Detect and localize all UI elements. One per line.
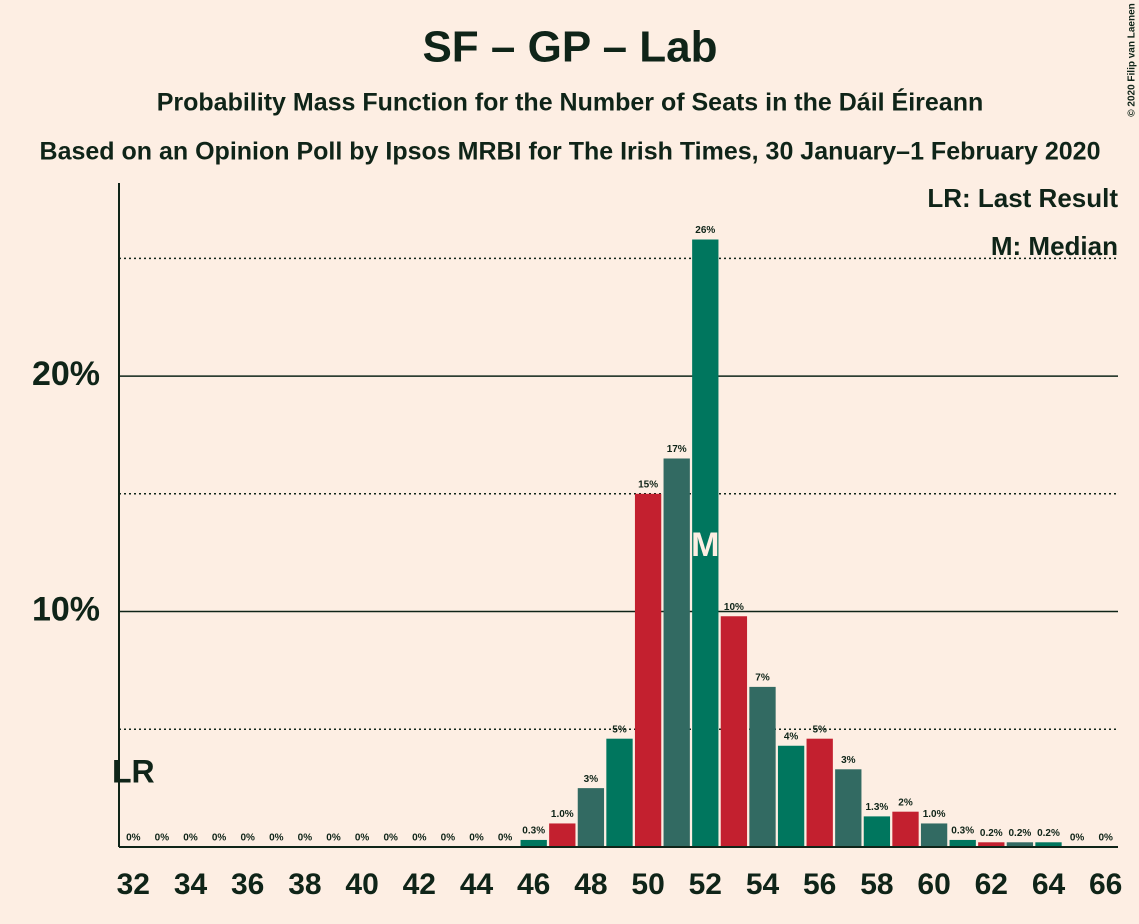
data-label: 0% <box>269 833 284 844</box>
data-label: 5% <box>612 724 627 735</box>
data-label: 0% <box>498 833 513 844</box>
x-tick-label: 58 <box>860 868 893 901</box>
data-label: 0.2% <box>1009 828 1032 839</box>
data-label: 0% <box>326 833 341 844</box>
data-label: 0% <box>183 833 198 844</box>
legend-entry: LR: Last Result <box>927 183 1118 213</box>
bar <box>1006 842 1034 847</box>
bar <box>520 839 547 847</box>
x-tick-label: 36 <box>231 868 264 901</box>
chart-subtitle: Probability Mass Function for the Number… <box>157 88 984 117</box>
bar <box>663 458 690 847</box>
data-label: 1.0% <box>923 809 946 820</box>
x-tick-label: 66 <box>1089 868 1122 901</box>
legend-entry: M: Median <box>991 231 1118 261</box>
bar <box>549 823 576 847</box>
chart-title: SF – GP – Lab <box>422 23 717 72</box>
x-tick-label: 40 <box>345 868 378 901</box>
data-label: 5% <box>812 724 827 735</box>
x-tick-label: 32 <box>117 868 150 901</box>
data-label: 0.2% <box>1037 828 1060 839</box>
data-label: 0% <box>469 833 484 844</box>
data-label: 0% <box>1098 833 1113 844</box>
data-label: 2% <box>898 797 913 808</box>
x-tick-label: 42 <box>403 868 436 901</box>
chart-subtitle: Based on an Opinion Poll by Ipsos MRBI f… <box>40 138 1101 166</box>
x-tick-label: 44 <box>460 868 494 901</box>
data-label: 26% <box>695 225 715 236</box>
data-label: 0% <box>1070 833 1085 844</box>
data-label: 0.2% <box>980 828 1003 839</box>
data-label: 15% <box>638 479 658 490</box>
x-tick-label: 62 <box>975 868 1008 901</box>
x-tick-label: 38 <box>288 868 321 901</box>
bar <box>978 842 1005 847</box>
bar <box>577 788 605 847</box>
data-label: 0% <box>240 833 255 844</box>
data-label: 0% <box>212 833 227 844</box>
data-label: 0% <box>298 833 313 844</box>
bar <box>749 686 776 847</box>
x-tick-label: 56 <box>803 868 836 901</box>
data-label: 10% <box>724 602 744 613</box>
x-tick-label: 34 <box>174 868 208 901</box>
data-label: 0% <box>441 833 456 844</box>
data-label: 3% <box>584 774 599 785</box>
data-label: 0% <box>383 833 398 844</box>
credit: © 2020 Filip van Laenen <box>1127 3 1138 117</box>
data-label: 0.3% <box>951 826 974 837</box>
data-label: 0% <box>126 833 141 844</box>
bar <box>606 738 633 847</box>
bar <box>777 745 805 847</box>
data-label: 4% <box>784 731 799 742</box>
y-tick-label: 20% <box>32 355 100 393</box>
data-label: 0% <box>155 833 170 844</box>
data-label: 17% <box>667 444 687 455</box>
data-label: 1.3% <box>866 802 889 813</box>
data-label: 0% <box>355 833 370 844</box>
x-tick-label: 64 <box>1032 868 1066 901</box>
y-tick-label: 10% <box>32 591 100 629</box>
bar <box>892 811 919 847</box>
data-label: 7% <box>755 673 770 684</box>
x-tick-label: 52 <box>689 868 722 901</box>
bar <box>920 823 948 847</box>
bar <box>806 738 833 847</box>
data-label: 0.3% <box>522 826 545 837</box>
bar <box>863 816 891 847</box>
data-label: 3% <box>841 755 856 766</box>
bar <box>835 769 862 847</box>
median-marker: M <box>691 526 719 564</box>
bar <box>720 616 748 847</box>
x-tick-label: 48 <box>574 868 607 901</box>
bar <box>949 839 976 847</box>
x-tick-label: 50 <box>631 868 664 901</box>
data-label: 0% <box>412 833 427 844</box>
bar <box>692 239 719 848</box>
bar <box>1035 842 1062 847</box>
x-tick-label: 46 <box>517 868 550 901</box>
x-tick-label: 54 <box>746 868 780 901</box>
x-tick-label: 60 <box>917 868 950 901</box>
bar <box>634 493 662 847</box>
data-label: 1.0% <box>551 809 574 820</box>
